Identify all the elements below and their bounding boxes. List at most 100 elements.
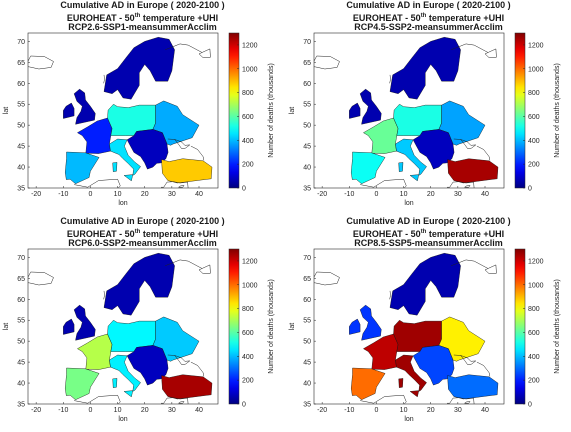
- colorbar-label: Number of deaths (thousands): [554, 279, 561, 374]
- coastline: [476, 145, 491, 161]
- axes-box: [313, 248, 505, 405]
- colorbar-tick-label: 200: [242, 162, 254, 169]
- region-sicily: [123, 390, 134, 398]
- axes-box: [27, 32, 219, 189]
- coastline: [484, 264, 497, 274]
- scenario-title: RCP2.6-SSP1-meansummerAcclim: [68, 22, 217, 32]
- y-tick-label: 70: [303, 39, 311, 46]
- y-tick-label: 45: [17, 144, 25, 151]
- scenario-title: RCP6.0-SSP2-meansummerAcclim: [68, 238, 217, 248]
- region-ireland: [63, 102, 75, 119]
- region-turkey: [447, 158, 499, 184]
- x-tick-label: 40: [481, 191, 489, 198]
- region-turkey: [447, 374, 499, 400]
- y-axis-label: lat: [289, 107, 296, 114]
- map-plot: -20 -10 0 10 20 30 40 35 40 45 50 55 60 65 70 lon lat 0 20…: [289, 32, 561, 207]
- colorbar-tick-label: 1200: [242, 42, 258, 49]
- y-tick-label: 35: [303, 186, 311, 193]
- y-tick-label: 50: [17, 339, 25, 346]
- coastline: [28, 55, 54, 70]
- y-tick-label: 55: [303, 318, 311, 325]
- colorbar-tick-label: 0: [242, 186, 246, 193]
- panel-subtitle: EUROHEAT - 50th temperature +UHI: [0, 227, 285, 240]
- coastline: [28, 271, 54, 286]
- x-tick-label: 10: [400, 191, 408, 198]
- region-britain: [359, 88, 382, 125]
- x-tick-label: 20: [141, 191, 149, 198]
- region-north: [389, 252, 461, 316]
- region-balkans: [126, 129, 169, 170]
- subtitle-part: temperature +UHI: [426, 13, 505, 23]
- y-tick-label: 35: [17, 186, 25, 193]
- colorbar-tick-label: 0: [528, 186, 532, 193]
- colorbar-tick-label: 1000: [242, 282, 258, 289]
- region-iberia: [64, 151, 100, 185]
- region-sardinia: [112, 162, 118, 172]
- region-italy: [109, 354, 141, 392]
- coastline: [167, 138, 191, 149]
- map-panel-3: Cumulative AD in Europe ( 2020-2100 ) EUR…: [0, 216, 285, 432]
- x-tick-label: 30: [168, 191, 176, 198]
- y-axis-label: lat: [3, 323, 10, 330]
- y-tick-label: 70: [17, 39, 25, 46]
- region-ireland: [349, 102, 361, 119]
- region-balkans: [412, 129, 455, 170]
- coastline: [447, 397, 475, 404]
- colorbar-tick-label: 400: [242, 138, 254, 145]
- coastline: [161, 397, 189, 404]
- map-plot: -20 -10 0 10 20 30 40 35 40 45 50 55 60 65 70 lon lat 0 20…: [3, 248, 275, 423]
- x-tick-label: 30: [454, 407, 462, 414]
- colorbar-label: Number of deaths (thousands): [554, 63, 561, 158]
- y-tick-label: 40: [17, 381, 25, 388]
- x-axis-label: lon: [118, 200, 127, 207]
- coastline: [167, 354, 191, 365]
- coastline: [476, 361, 491, 377]
- x-tick-label: 40: [481, 407, 489, 414]
- subtitle-part: EUROHEAT - 50: [66, 229, 135, 239]
- subtitle-part: temperature +UHI: [140, 13, 219, 23]
- colorbar: [228, 248, 240, 405]
- x-axis-label: lon: [118, 416, 127, 423]
- region-sardinia: [112, 378, 118, 388]
- panel-title: Cumulative AD in Europe ( 2020-2100 ): [60, 0, 225, 10]
- y-tick-label: 65: [303, 276, 311, 283]
- y-tick-label: 35: [303, 402, 311, 409]
- y-tick-label: 40: [303, 165, 311, 172]
- region-britain: [73, 88, 96, 125]
- coastline: [451, 259, 488, 269]
- x-tick-label: 0: [88, 407, 92, 414]
- region-italy: [395, 354, 427, 392]
- y-axis-label: lat: [289, 323, 296, 330]
- y-tick-label: 55: [303, 102, 311, 109]
- map-panel-1: Cumulative AD in Europe ( 2020-2100 ) EUR…: [0, 0, 285, 216]
- subtitle-part: EUROHEAT - 50: [66, 13, 135, 23]
- coastline: [103, 74, 105, 84]
- region-sicily: [409, 390, 420, 398]
- y-tick-label: 45: [303, 360, 311, 367]
- coastline: [314, 55, 340, 70]
- coastline: [198, 264, 211, 274]
- colorbar-tick-label: 600: [242, 330, 254, 337]
- x-tick-label: 0: [88, 191, 92, 198]
- coastline: [451, 43, 488, 53]
- y-tick-label: 45: [303, 144, 311, 151]
- region-north: [389, 36, 461, 100]
- colorbar-tick-label: 200: [528, 162, 540, 169]
- colorbar-tick-label: 600: [528, 114, 540, 121]
- map-plot: -20 -10 0 10 20 30 40 35 40 45 50 55 60 65 70 lon lat 0 20…: [289, 248, 561, 423]
- region-north: [103, 252, 175, 316]
- colorbar-tick-label: 1200: [528, 258, 544, 265]
- region-italy: [109, 138, 141, 176]
- coastline: [464, 185, 471, 188]
- region-iberia: [64, 367, 100, 401]
- x-tick-label: 30: [168, 407, 176, 414]
- colorbar-tick-label: 800: [242, 306, 254, 313]
- colorbar: [514, 248, 526, 405]
- x-tick-label: 20: [427, 191, 435, 198]
- colorbar-tick-label: 200: [242, 378, 254, 385]
- coastline: [74, 394, 121, 404]
- coastline: [453, 354, 477, 365]
- x-tick-label: 10: [114, 191, 122, 198]
- y-tick-label: 60: [303, 297, 311, 304]
- colorbar-tick-label: 400: [242, 354, 254, 361]
